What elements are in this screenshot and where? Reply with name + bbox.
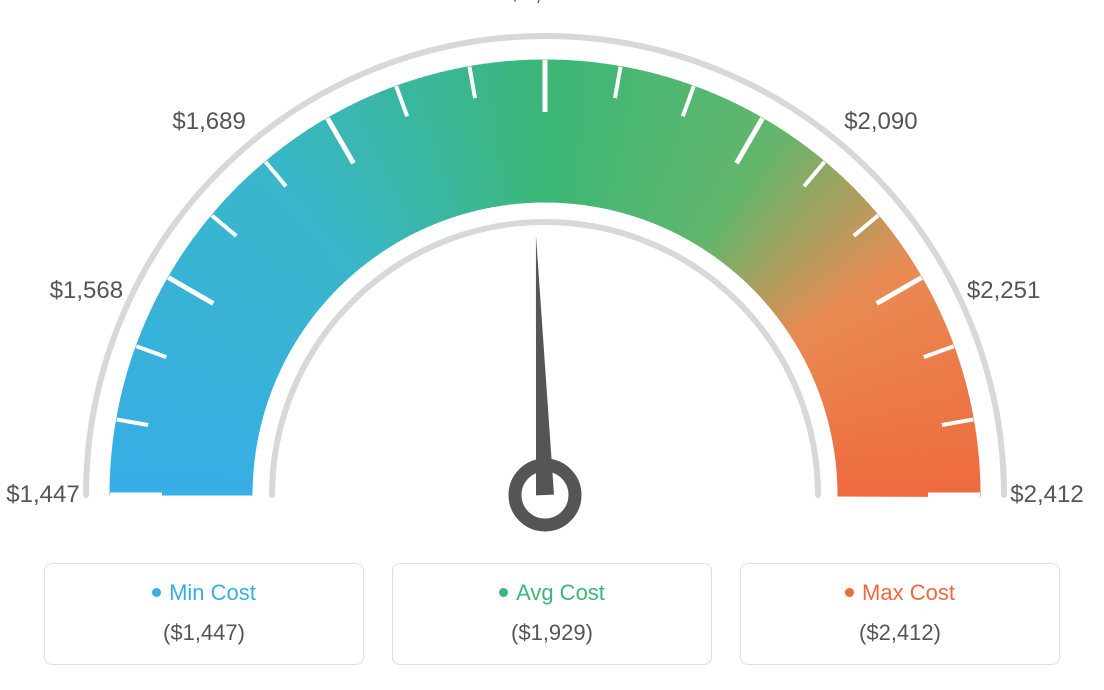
legend-title-max: Max Cost <box>751 580 1049 606</box>
gauge-svg <box>0 0 1104 560</box>
legend-title-avg-text: Avg Cost <box>516 580 605 605</box>
legend-value-avg: ($1,929) <box>403 620 701 646</box>
legend-title-min: Min Cost <box>55 580 353 606</box>
legend-title-max-text: Max Cost <box>862 580 955 605</box>
gauge-scale-label: $1,568 <box>50 277 123 305</box>
legend-dot-avg <box>499 588 508 597</box>
legend-value-min: ($1,447) <box>55 620 353 646</box>
gauge-scale-label: $2,251 <box>967 277 1040 305</box>
legend-title-avg: Avg Cost <box>403 580 701 606</box>
legend-value-max: ($2,412) <box>751 620 1049 646</box>
gauge-chart: $1,447 $1,568 $1,689 $1,929 $2,090 $2,251 $2,4… <box>0 0 1104 560</box>
legend-card-avg: Avg Cost ($1,929) <box>392 563 712 665</box>
legend-dot-max <box>845 588 854 597</box>
gauge-scale-label: $1,929 <box>508 0 581 7</box>
gauge-scale-label: $2,412 <box>1010 481 1083 509</box>
legend-card-max: Max Cost ($2,412) <box>740 563 1060 665</box>
gauge-scale-label: $1,447 <box>6 481 79 509</box>
legend-row: Min Cost ($1,447) Avg Cost ($1,929) Max … <box>0 563 1104 665</box>
gauge-scale-label: $2,090 <box>844 108 917 136</box>
legend-title-min-text: Min Cost <box>169 580 256 605</box>
legend-card-min: Min Cost ($1,447) <box>44 563 364 665</box>
gauge-scale-label: $1,689 <box>172 108 245 136</box>
legend-dot-min <box>152 588 161 597</box>
